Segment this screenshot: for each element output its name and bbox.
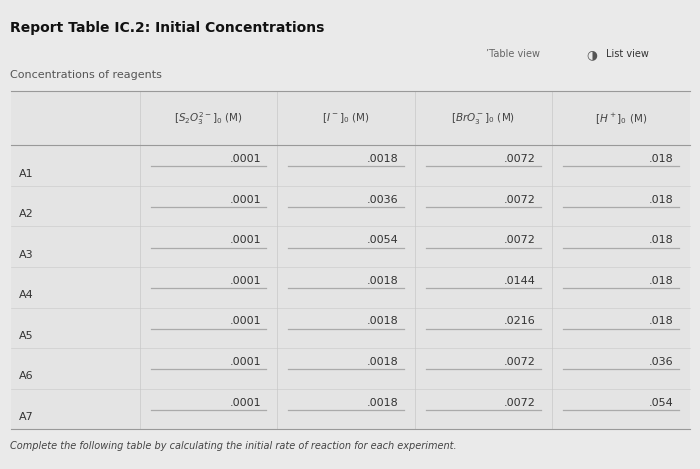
Text: .0036: .0036 (367, 195, 398, 205)
Text: .0072: .0072 (504, 398, 536, 408)
Text: ◑: ◑ (587, 48, 598, 61)
Text: .0001: .0001 (230, 398, 261, 408)
Text: .0001: .0001 (230, 235, 261, 245)
Text: .018: .018 (648, 276, 673, 286)
Text: .0072: .0072 (504, 357, 536, 367)
Text: A3: A3 (19, 250, 34, 260)
Text: A7: A7 (19, 412, 34, 422)
Text: List view: List view (606, 49, 648, 59)
Text: .018: .018 (648, 317, 673, 326)
Text: $[I^-]_0$ (M): $[I^-]_0$ (M) (322, 112, 370, 125)
Text: .0072: .0072 (504, 195, 536, 205)
Text: .0001: .0001 (230, 195, 261, 205)
Text: $[H^+]_0$ (M): $[H^+]_0$ (M) (595, 111, 647, 126)
Text: .0072: .0072 (504, 154, 536, 164)
Text: .0054: .0054 (367, 235, 398, 245)
Text: A4: A4 (19, 290, 34, 300)
Text: .054: .054 (648, 398, 673, 408)
Text: A2: A2 (19, 209, 34, 219)
Text: .0001: .0001 (230, 357, 261, 367)
Text: .0001: .0001 (230, 276, 261, 286)
Text: .0018: .0018 (367, 276, 398, 286)
Text: .0018: .0018 (367, 398, 398, 408)
Text: .0072: .0072 (504, 235, 536, 245)
Text: .0144: .0144 (504, 276, 536, 286)
Text: .0001: .0001 (230, 317, 261, 326)
Text: Report Table IC.2: Initial Concentrations: Report Table IC.2: Initial Concentration… (10, 21, 325, 35)
Text: $[S_2O_3^{2-}]_0$ (M): $[S_2O_3^{2-}]_0$ (M) (174, 110, 243, 127)
Text: .0018: .0018 (367, 357, 398, 367)
Text: A6: A6 (19, 371, 34, 381)
Text: A5: A5 (19, 331, 34, 341)
Text: $[BrO_3^-]_0$ (M): $[BrO_3^-]_0$ (M) (452, 111, 515, 126)
Text: .0216: .0216 (504, 317, 536, 326)
Text: Concentrations of reagents: Concentrations of reagents (10, 70, 162, 80)
Text: .018: .018 (648, 195, 673, 205)
Text: ’Table view: ’Table view (486, 49, 540, 59)
Text: A1: A1 (19, 169, 34, 179)
Text: .0018: .0018 (367, 317, 398, 326)
Text: .0018: .0018 (367, 154, 398, 164)
Text: .036: .036 (648, 357, 673, 367)
Text: .018: .018 (648, 235, 673, 245)
Text: .018: .018 (648, 154, 673, 164)
FancyBboxPatch shape (10, 91, 690, 429)
Text: .0001: .0001 (230, 154, 261, 164)
Text: Complete the following table by calculating the initial rate of reaction for eac: Complete the following table by calculat… (10, 441, 457, 451)
